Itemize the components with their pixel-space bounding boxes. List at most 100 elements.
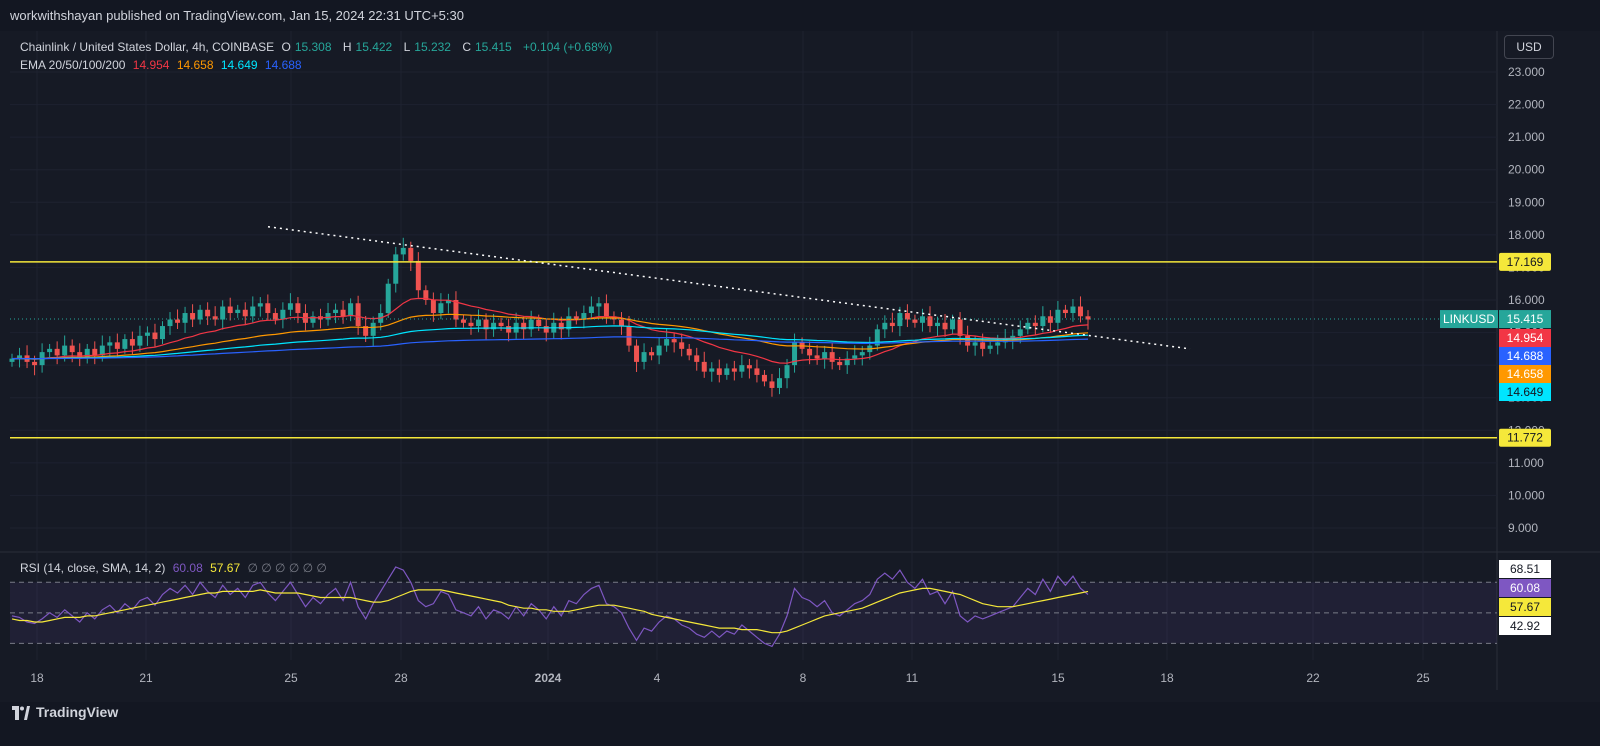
candle-body (47, 348, 53, 353)
candle-body (114, 342, 120, 349)
candle-body (1040, 316, 1046, 327)
candle-body (618, 319, 624, 327)
rsi-axis-label: 57.67 (1510, 600, 1540, 614)
candle-body (829, 352, 835, 362)
candle-body (460, 319, 466, 323)
candle-body (596, 303, 602, 307)
candle-body (137, 335, 143, 346)
candle-body (355, 303, 361, 327)
candle-body (754, 368, 760, 375)
last-price-label: 15.415 (1507, 312, 1544, 326)
candle-body (904, 313, 910, 320)
candle-body (649, 352, 655, 356)
rsi-legend: RSI (14, close, SMA, 14, 2) 60.08 57.67 … (20, 561, 331, 575)
candle-body (558, 322, 564, 330)
candle-body (32, 361, 38, 366)
candle-body (927, 316, 933, 327)
candle-body (882, 322, 888, 330)
footer-brand[interactable]: TradingView (10, 704, 118, 721)
x-tick-label: 2024 (535, 671, 562, 685)
symbol-tag (1440, 310, 1498, 329)
x-tick-label: 28 (394, 671, 408, 685)
candle-body (980, 342, 986, 349)
candle-body (935, 322, 941, 327)
candle-body (694, 355, 700, 362)
candle-body (159, 326, 165, 340)
candle-body (415, 260, 421, 291)
candle-body (1070, 306, 1076, 314)
y-tick-label: 10.000 (1508, 488, 1545, 502)
candle-body (1062, 309, 1068, 314)
x-tick-label: 8 (800, 671, 807, 685)
candle-body (769, 381, 775, 388)
candle-body (370, 322, 376, 336)
candle-body (408, 247, 414, 261)
chart-panel[interactable]: 9.00010.00011.00012.00013.00014.00015.00… (0, 31, 1600, 702)
last-price-tag (1499, 310, 1551, 329)
chart-svg[interactable]: 9.00010.00011.00012.00013.00014.00015.00… (0, 31, 1600, 702)
candle-body (807, 348, 813, 356)
high-label: H (342, 40, 352, 54)
high-value: 15.422 (355, 40, 393, 54)
candle-body (257, 303, 263, 307)
candle-body (220, 306, 226, 320)
candle-body (445, 300, 451, 304)
rsi-axis-label: 60.08 (1510, 581, 1540, 595)
candle-body (167, 319, 173, 327)
ema50-line (11, 313, 1089, 360)
rsi-axis-label: 68.51 (1510, 562, 1540, 576)
currency-button[interactable]: USD (1504, 35, 1554, 59)
y-tick-label: 20.000 (1508, 163, 1545, 177)
rsi-sma-line (11, 587, 1089, 634)
symbol-tag-label: LINKUSD (1443, 312, 1495, 326)
candle-body (250, 306, 256, 317)
candle-body (626, 326, 632, 346)
candle-body (272, 313, 278, 320)
candle-body (1010, 335, 1016, 340)
candle-body (287, 303, 293, 310)
candle-body (656, 345, 662, 356)
y-tick-label: 22.000 (1508, 98, 1545, 112)
x-tick-label: 4 (654, 671, 661, 685)
low-value: 15.232 (414, 40, 451, 54)
y-tick-label: 21.000 (1508, 130, 1545, 144)
candle-body (385, 283, 391, 314)
candle-body (144, 332, 150, 336)
ema-label[interactable]: EMA 20/50/100/200 (20, 58, 126, 72)
y-tick-label: 18.000 (1508, 228, 1545, 242)
ema-price-label: 14.649 (1507, 385, 1544, 399)
candle-body (235, 309, 241, 314)
candle-body (581, 313, 587, 320)
candle-body (453, 300, 459, 320)
candle-body (724, 368, 730, 375)
x-tick-label: 25 (284, 671, 298, 685)
candle-body (987, 345, 993, 349)
candle-body (84, 348, 90, 359)
candle-body (280, 309, 286, 320)
candle-body (491, 322, 497, 330)
candle-body (852, 355, 858, 359)
candle-body (17, 355, 23, 359)
symbol-title[interactable]: Chainlink / United States Dollar, 4h, CO… (20, 40, 275, 54)
candle-body (423, 290, 429, 300)
candle-body (175, 319, 181, 323)
candle-body (77, 352, 83, 359)
candle-body (957, 319, 963, 336)
rsi-axis-tag (1499, 617, 1551, 635)
candle-body (995, 342, 1001, 346)
ema-price-tag (1499, 383, 1551, 401)
candle-body (122, 339, 128, 349)
candle-body (1085, 316, 1091, 320)
rsi-label[interactable]: RSI (14, close, SMA, 14, 2) (20, 561, 166, 575)
candle-body (701, 361, 707, 372)
candle-body (761, 374, 767, 382)
rsi-sma-value: 57.67 (210, 561, 241, 575)
candle-body (897, 313, 903, 327)
candle-body (325, 313, 331, 320)
ema50-value: 14.658 (176, 58, 214, 72)
candle-body (874, 329, 880, 346)
candle-body (129, 339, 135, 346)
x-tick-label: 18 (1160, 671, 1174, 685)
candle-body (506, 326, 512, 333)
level-price-tag (1499, 252, 1551, 271)
